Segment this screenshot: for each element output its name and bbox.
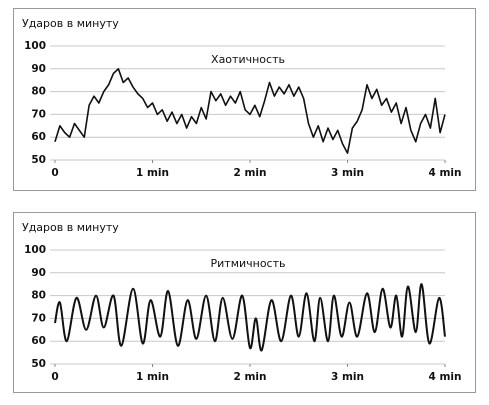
y-tick-label: 90 (31, 63, 46, 75)
y-tick-label: 70 (31, 108, 46, 120)
x-tick-label: 0 (51, 167, 58, 179)
y-tick-label: 70 (31, 312, 46, 324)
x-tick-label: 4 min (429, 371, 462, 383)
heart-rate-line (54, 283, 446, 352)
y-tick-label: 60 (31, 131, 46, 143)
y-tick-label: 80 (31, 290, 46, 302)
y-tick-label: 100 (24, 244, 46, 256)
x-tick-label: 2 min (234, 167, 267, 179)
y-axis-label: Ударов в минуту (22, 221, 119, 234)
y-tick-label: 50 (31, 358, 46, 370)
x-tick-label: 4 min (429, 167, 462, 179)
y-tick-label: 100 (24, 40, 46, 52)
x-tick-label: 1 min (136, 371, 169, 383)
chart-title: Хаотичность (211, 53, 285, 66)
chart-title: Ритмичность (211, 257, 286, 270)
y-tick-label: 80 (31, 86, 46, 98)
heart-rate-line (54, 68, 446, 154)
y-tick-label: 60 (31, 335, 46, 347)
x-tick-label: 0 (51, 371, 58, 383)
x-tick-label: 3 min (331, 371, 364, 383)
x-tick-label: 2 min (234, 371, 267, 383)
y-tick-label: 90 (31, 267, 46, 279)
x-tick-label: 3 min (331, 167, 364, 179)
x-tick-label: 1 min (136, 167, 169, 179)
chart-frame (13, 8, 476, 191)
y-tick-label: 50 (31, 154, 46, 166)
y-axis-label: Ударов в минуту (22, 17, 119, 30)
